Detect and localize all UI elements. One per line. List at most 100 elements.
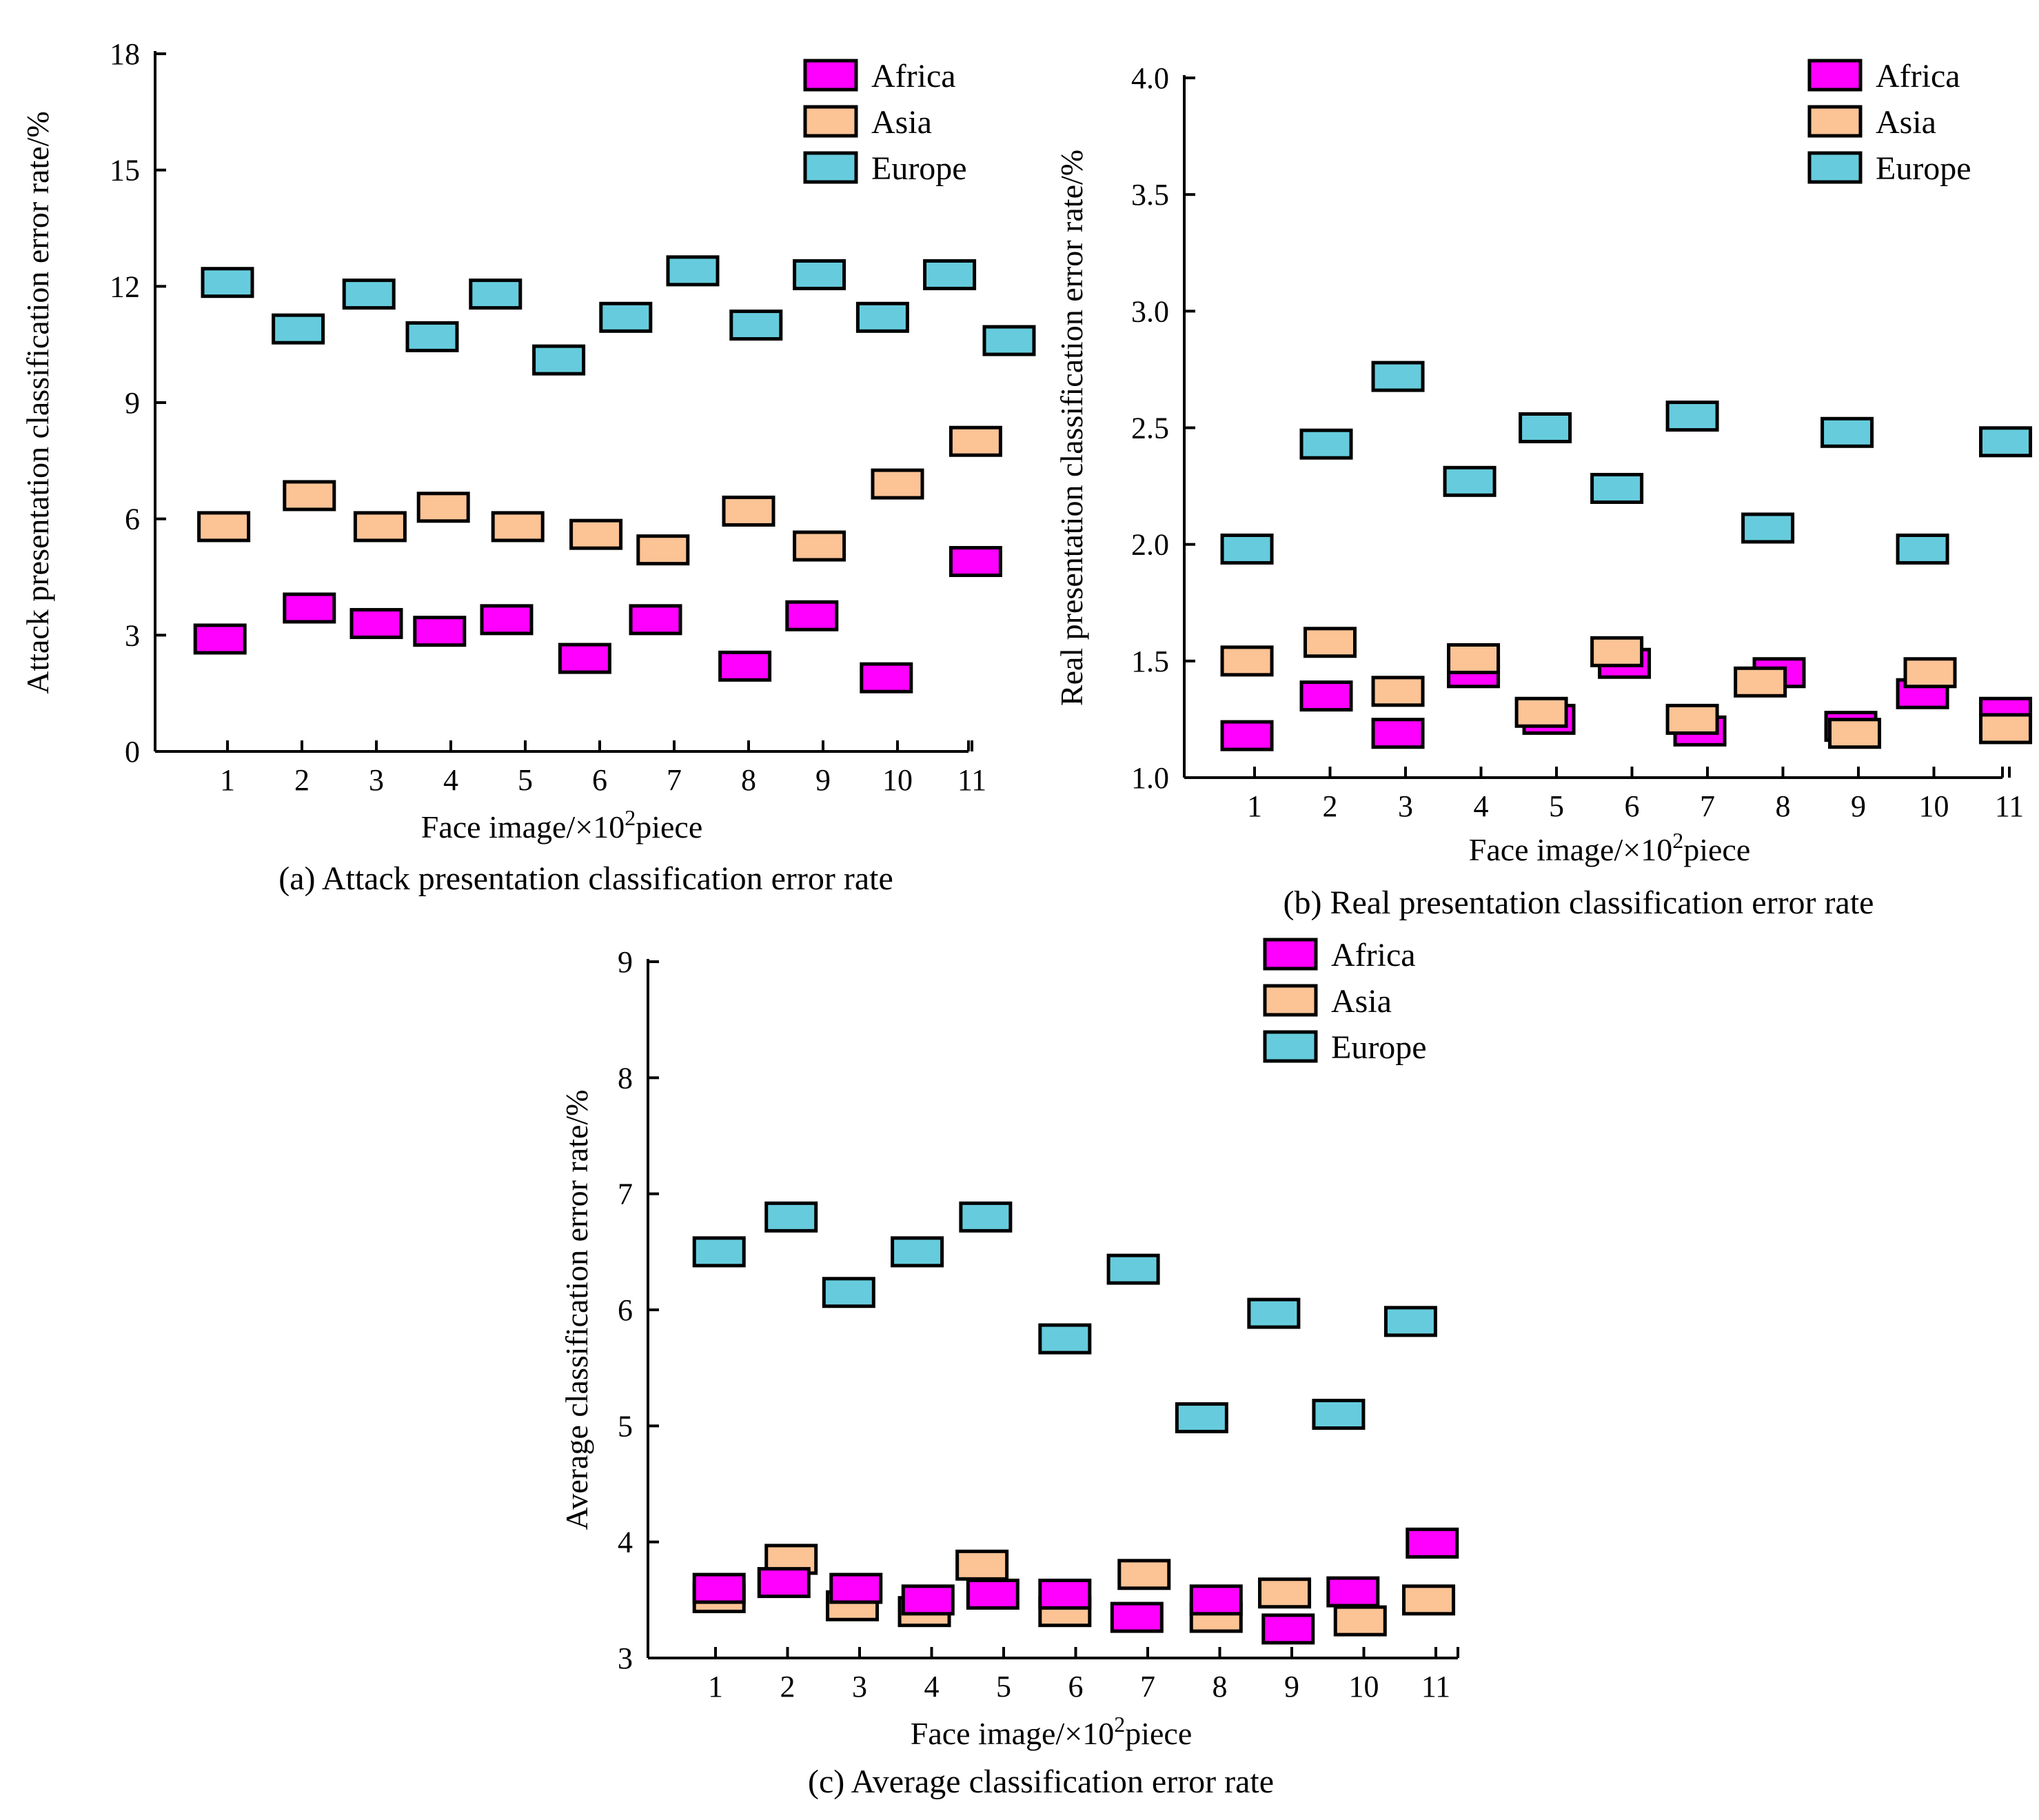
legend-swatch-africa [803, 59, 858, 92]
data-point-asia [1303, 627, 1357, 658]
x-tick-label: 4 [924, 1670, 940, 1703]
y-tick-label: 3.0 [1131, 294, 1169, 328]
y-tick-label: 6 [125, 503, 140, 536]
data-point-europe [1979, 426, 2033, 458]
data-point-africa [629, 604, 682, 636]
data-point-africa [1038, 1578, 1092, 1610]
x-tick-label: 11 [957, 763, 986, 797]
y-tick-label: 3.5 [1131, 178, 1169, 212]
y-tick-label: 18 [110, 37, 140, 71]
data-point-asia [722, 495, 775, 527]
data-point-europe [982, 325, 1036, 356]
data-point-europe [1820, 416, 1874, 448]
data-point-africa [480, 604, 534, 636]
data-point-asia [949, 425, 1002, 457]
data-point-asia [416, 492, 470, 523]
data-point-asia [1447, 643, 1501, 674]
y-tick-label: 7 [618, 1177, 633, 1211]
legend-label-europe: Europe [1876, 150, 1971, 187]
data-point-europe [959, 1201, 1013, 1233]
x-tick-label: 10 [1349, 1670, 1379, 1703]
data-point-africa [1220, 720, 1274, 751]
x-tick-label: 4 [443, 763, 458, 797]
x-tick-label: 5 [1549, 789, 1564, 823]
data-point-europe [764, 1201, 818, 1233]
x-tick-label: 8 [1213, 1670, 1228, 1703]
data-point-europe [1106, 1253, 1160, 1285]
data-point-asia [1734, 666, 1787, 698]
data-point-europe [342, 279, 396, 310]
legend-swatch-africa [1807, 59, 1863, 92]
legend-label-europe: Europe [871, 150, 967, 187]
legend-swatch-europe [1263, 1030, 1318, 1063]
data-point-europe [1312, 1399, 1366, 1430]
data-point-asia [793, 530, 846, 562]
data-point-europe [1590, 472, 1644, 504]
data-point-europe [891, 1236, 944, 1268]
x-tick-label: 6 [1625, 789, 1640, 823]
data-point-europe [1519, 412, 1572, 443]
legend-label-asia: Asia [1331, 983, 1392, 1020]
data-point-asia [353, 511, 407, 543]
x-axis-title: Face image/×102piece [1469, 828, 1750, 867]
data-point-asia [1514, 696, 1568, 728]
legend-label-africa: Africa [1876, 58, 1960, 94]
data-point-asia [1903, 657, 1957, 689]
data-point-asia [1828, 718, 1882, 749]
legend-swatch-asia [803, 105, 858, 138]
data-point-europe [405, 321, 459, 352]
data-point-europe [923, 259, 977, 290]
data-point-africa [1110, 1601, 1164, 1633]
data-point-europe [729, 310, 783, 341]
data-point-africa [349, 607, 403, 639]
legend-label-asia: Asia [1876, 104, 1936, 141]
x-tick-label: 9 [815, 763, 831, 797]
data-point-africa [1406, 1527, 1459, 1559]
x-tick-label: 1 [1247, 789, 1262, 823]
y-tick-label: 1.0 [1131, 761, 1169, 795]
data-point-africa [901, 1584, 955, 1616]
y-tick-label: 15 [110, 154, 140, 188]
x-tick-label: 4 [1474, 789, 1489, 823]
y-axis-title: Average classification error rate/% [559, 1090, 594, 1530]
data-point-asia [1665, 703, 1719, 735]
data-point-europe [855, 301, 909, 333]
legend-swatch-asia [1263, 984, 1318, 1017]
x-tick-label: 11 [1421, 1670, 1450, 1703]
data-point-asia [569, 518, 623, 550]
data-point-europe [692, 1236, 746, 1268]
data-point-europe [822, 1277, 875, 1308]
data-point-asia [491, 511, 545, 543]
data-point-asia [1402, 1584, 1456, 1616]
data-point-africa [692, 1573, 746, 1604]
x-tick-label: 8 [741, 763, 756, 797]
data-point-europe [1299, 428, 1353, 460]
y-tick-label: 9 [618, 945, 633, 979]
chart-caption: (a) Attack presentation classification e… [278, 860, 893, 897]
x-tick-label: 1 [220, 763, 235, 797]
data-point-europe [1038, 1323, 1092, 1355]
y-tick-label: 9 [125, 386, 140, 420]
y-tick-label: 5 [618, 1409, 633, 1443]
data-point-asia [197, 511, 251, 543]
data-point-europe [1175, 1402, 1228, 1434]
data-point-asia [636, 534, 690, 566]
x-tick-label: 7 [1140, 1670, 1155, 1703]
data-point-africa [413, 616, 467, 647]
x-tick-label: 3 [852, 1670, 867, 1703]
x-tick-label: 10 [882, 763, 913, 797]
data-point-africa [558, 643, 611, 674]
x-tick-label: 10 [1919, 789, 1949, 823]
data-point-europe [1443, 465, 1497, 497]
x-tick-label: 11 [1995, 789, 2024, 823]
data-point-europe [1371, 361, 1425, 392]
legend-label-europe: Europe [1331, 1029, 1427, 1066]
data-point-africa [949, 546, 1002, 578]
chart-panel-b: 1.0 1.5 2.0 2.5 3.0 3.5 4.0 1 2 3 4 5 6 7 8 9 10 11 Face i… [1054, 58, 2033, 921]
data-point-africa [785, 600, 839, 631]
data-point-africa [860, 662, 913, 694]
data-point-europe [599, 301, 653, 333]
y-tick-label: 6 [618, 1293, 633, 1327]
data-point-africa [1189, 1584, 1243, 1616]
